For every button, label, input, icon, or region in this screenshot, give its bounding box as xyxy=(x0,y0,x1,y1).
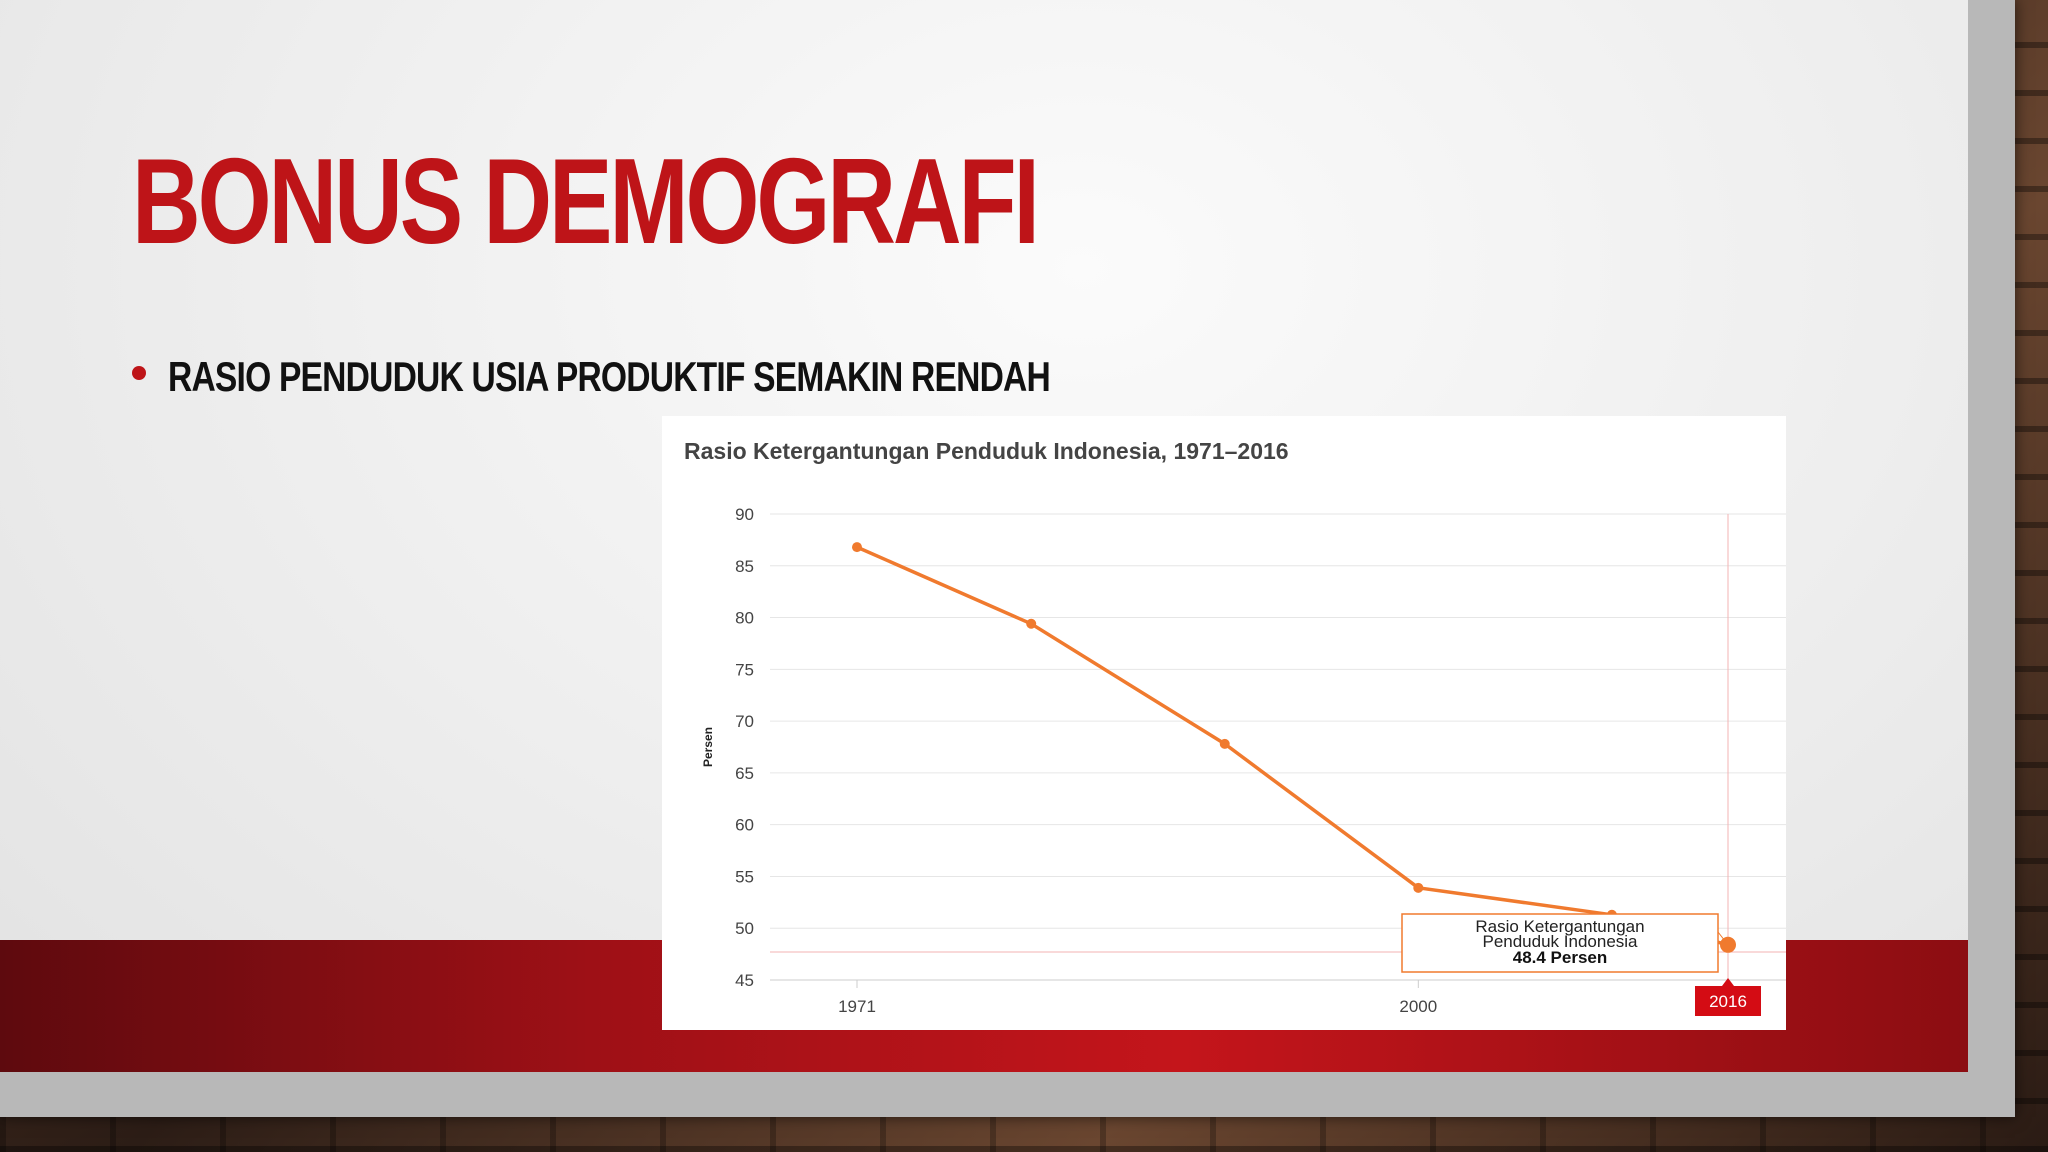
y-tick-label: 50 xyxy=(735,919,754,938)
tooltip-pointer xyxy=(1717,931,1729,946)
y-tick-label: 65 xyxy=(735,764,754,783)
x-tick-label: 1971 xyxy=(838,997,876,1016)
highlight-x-label-box xyxy=(1695,986,1761,1016)
highlight-x-label-arrow xyxy=(1722,978,1734,986)
data-point xyxy=(852,542,862,553)
tooltip-box xyxy=(1401,913,1719,973)
y-tick-label: 75 xyxy=(735,660,754,679)
x-tick-label: 2000 xyxy=(1399,997,1437,1016)
tooltip-value: 48.4 Persen xyxy=(1513,948,1608,967)
y-tick-label: 60 xyxy=(735,816,754,835)
slide-frame: BONUS DEMOGRAFI RASIO PENDUDUK USIA PROD… xyxy=(0,0,2015,1117)
slide: BONUS DEMOGRAFI RASIO PENDUDUK USIA PROD… xyxy=(0,0,1968,1072)
bullet-item: RASIO PENDUDUK USIA PRODUKTIF SEMAKIN RE… xyxy=(132,356,1271,398)
bullet-text: RASIO PENDUDUK USIA PRODUKTIF SEMAKIN RE… xyxy=(168,353,1051,400)
y-tick-label: 90 xyxy=(735,505,754,524)
tooltip-series-label: Rasio Ketergantungan xyxy=(1475,917,1644,936)
chart-card: Rasio Ketergantungan Penduduk Indonesia,… xyxy=(662,416,1786,1030)
bullet-dot-icon xyxy=(132,366,146,380)
series-line xyxy=(856,545,1729,947)
y-tick-label: 80 xyxy=(735,609,754,628)
y-tick-label: 55 xyxy=(735,867,754,886)
y-tick-label: 45 xyxy=(735,971,754,990)
slide-title: BONUS DEMOGRAFI xyxy=(132,133,1040,269)
data-point xyxy=(1026,618,1037,629)
data-point xyxy=(1219,738,1230,749)
y-tick-label: 85 xyxy=(735,557,754,576)
highlight-x-label: 2016 xyxy=(1709,992,1747,1011)
chart-title: Rasio Ketergantungan Penduduk Indonesia,… xyxy=(684,438,1289,464)
data-point xyxy=(1413,882,1424,893)
tooltip-series-label: Penduduk Indonesia xyxy=(1482,932,1638,951)
y-axis-label: Persen xyxy=(701,727,715,767)
y-tick-label: 70 xyxy=(735,712,754,731)
line-chart: 90 85 80 75 70 65 60 55 50 45 Persen 1971 2000 Rasio … xyxy=(701,505,1786,1016)
